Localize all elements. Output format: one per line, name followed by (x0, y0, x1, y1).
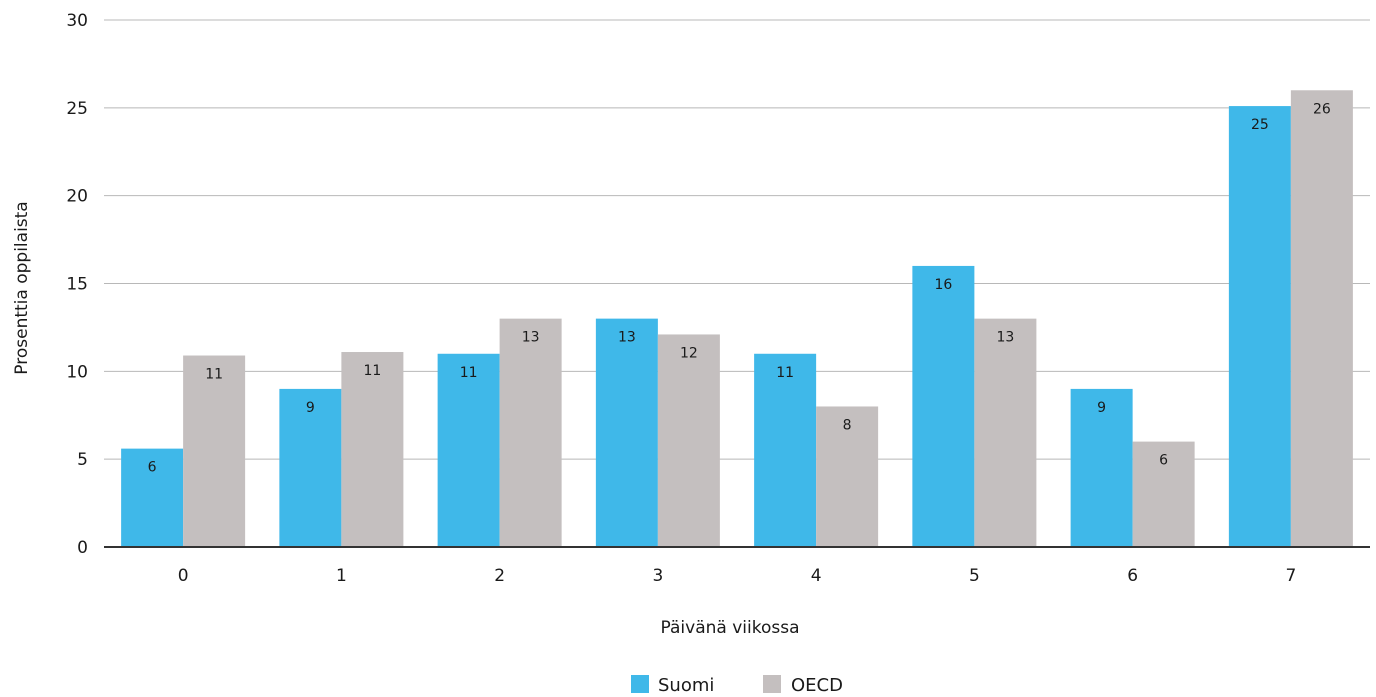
y-tick-label-30: 30 (66, 11, 88, 31)
bar-label-oecd-4: 8 (843, 417, 852, 433)
bar-suomi-6 (1070, 388, 1133, 547)
bar-label-suomi-5: 16 (934, 277, 952, 293)
bar-label-oecd-7: 26 (1313, 101, 1331, 117)
bar-label-suomi-2: 11 (460, 365, 478, 381)
y-tick-label-5: 5 (77, 450, 88, 470)
bar-suomi-0 (121, 448, 184, 547)
y-tick-label-0: 0 (77, 538, 88, 558)
bar-value-labels: 6 11 9 11 11 13 13 12 11 8 16 13 9 6 25 26 (148, 101, 1331, 475)
bar-label-oecd-2: 13 (522, 330, 540, 346)
bar-oecd-3 (657, 334, 720, 547)
bar-label-suomi-1: 9 (306, 400, 315, 416)
bar-suomi-7 (1228, 106, 1291, 548)
y-tick-label-10: 10 (66, 362, 88, 382)
bar-oecd-4 (816, 406, 879, 547)
bar-oecd-6 (1132, 441, 1195, 547)
x-tick-label-3: 3 (652, 566, 663, 586)
x-tick-label-2: 2 (494, 566, 505, 586)
y-axis-title: Prosenttia oppilaista (12, 201, 32, 374)
bar-suomi-4 (754, 353, 817, 547)
legend-label-suomi: Suomi (658, 675, 714, 693)
bar-suomi-5 (912, 265, 975, 547)
legend-swatch-suomi (631, 675, 649, 693)
y-tick-label-15: 15 (66, 275, 88, 295)
bar-oecd-5 (974, 318, 1037, 547)
x-tick-label-5: 5 (969, 566, 980, 586)
bar-suomi-1 (279, 388, 342, 547)
bar-label-oecd-0: 11 (205, 367, 223, 383)
x-tick-label-0: 0 (178, 566, 189, 586)
bar-oecd-2 (499, 318, 562, 547)
bar-label-suomi-4: 11 (776, 365, 794, 381)
x-tick-label-7: 7 (1285, 566, 1296, 586)
y-tick-label-25: 25 (66, 99, 88, 119)
x-axis-ticks: 0 1 2 3 4 5 6 7 (178, 566, 1297, 586)
bar-suomi-2 (437, 353, 500, 547)
legend: Suomi OECD (631, 675, 843, 696)
bar-label-oecd-3: 12 (680, 345, 698, 361)
y-axis-ticks: 0 5 10 15 20 25 30 (66, 11, 88, 558)
bar-oecd-0 (183, 355, 246, 547)
bar-oecd-1 (341, 352, 404, 547)
legend-swatch-oecd (763, 675, 781, 693)
bar-label-oecd-5: 13 (996, 330, 1014, 346)
x-tick-label-1: 1 (336, 566, 347, 586)
x-tick-label-4: 4 (811, 566, 822, 586)
x-axis-title: Päivänä viikossa (661, 618, 800, 638)
y-tick-label-20: 20 (66, 187, 88, 207)
bar-suomi-3 (595, 318, 658, 547)
bar-label-oecd-6: 6 (1159, 453, 1168, 469)
x-tick-label-6: 6 (1127, 566, 1138, 586)
bar-label-oecd-1: 11 (363, 363, 381, 379)
bar-label-suomi-0: 6 (148, 460, 157, 476)
bar-label-suomi-7: 25 (1251, 117, 1269, 133)
bar-oecd-7 (1290, 90, 1353, 548)
bars (121, 90, 1353, 548)
bar-label-suomi-3: 13 (618, 330, 636, 346)
legend-label-oecd: OECD (791, 675, 843, 693)
bar-label-suomi-6: 9 (1097, 400, 1106, 416)
